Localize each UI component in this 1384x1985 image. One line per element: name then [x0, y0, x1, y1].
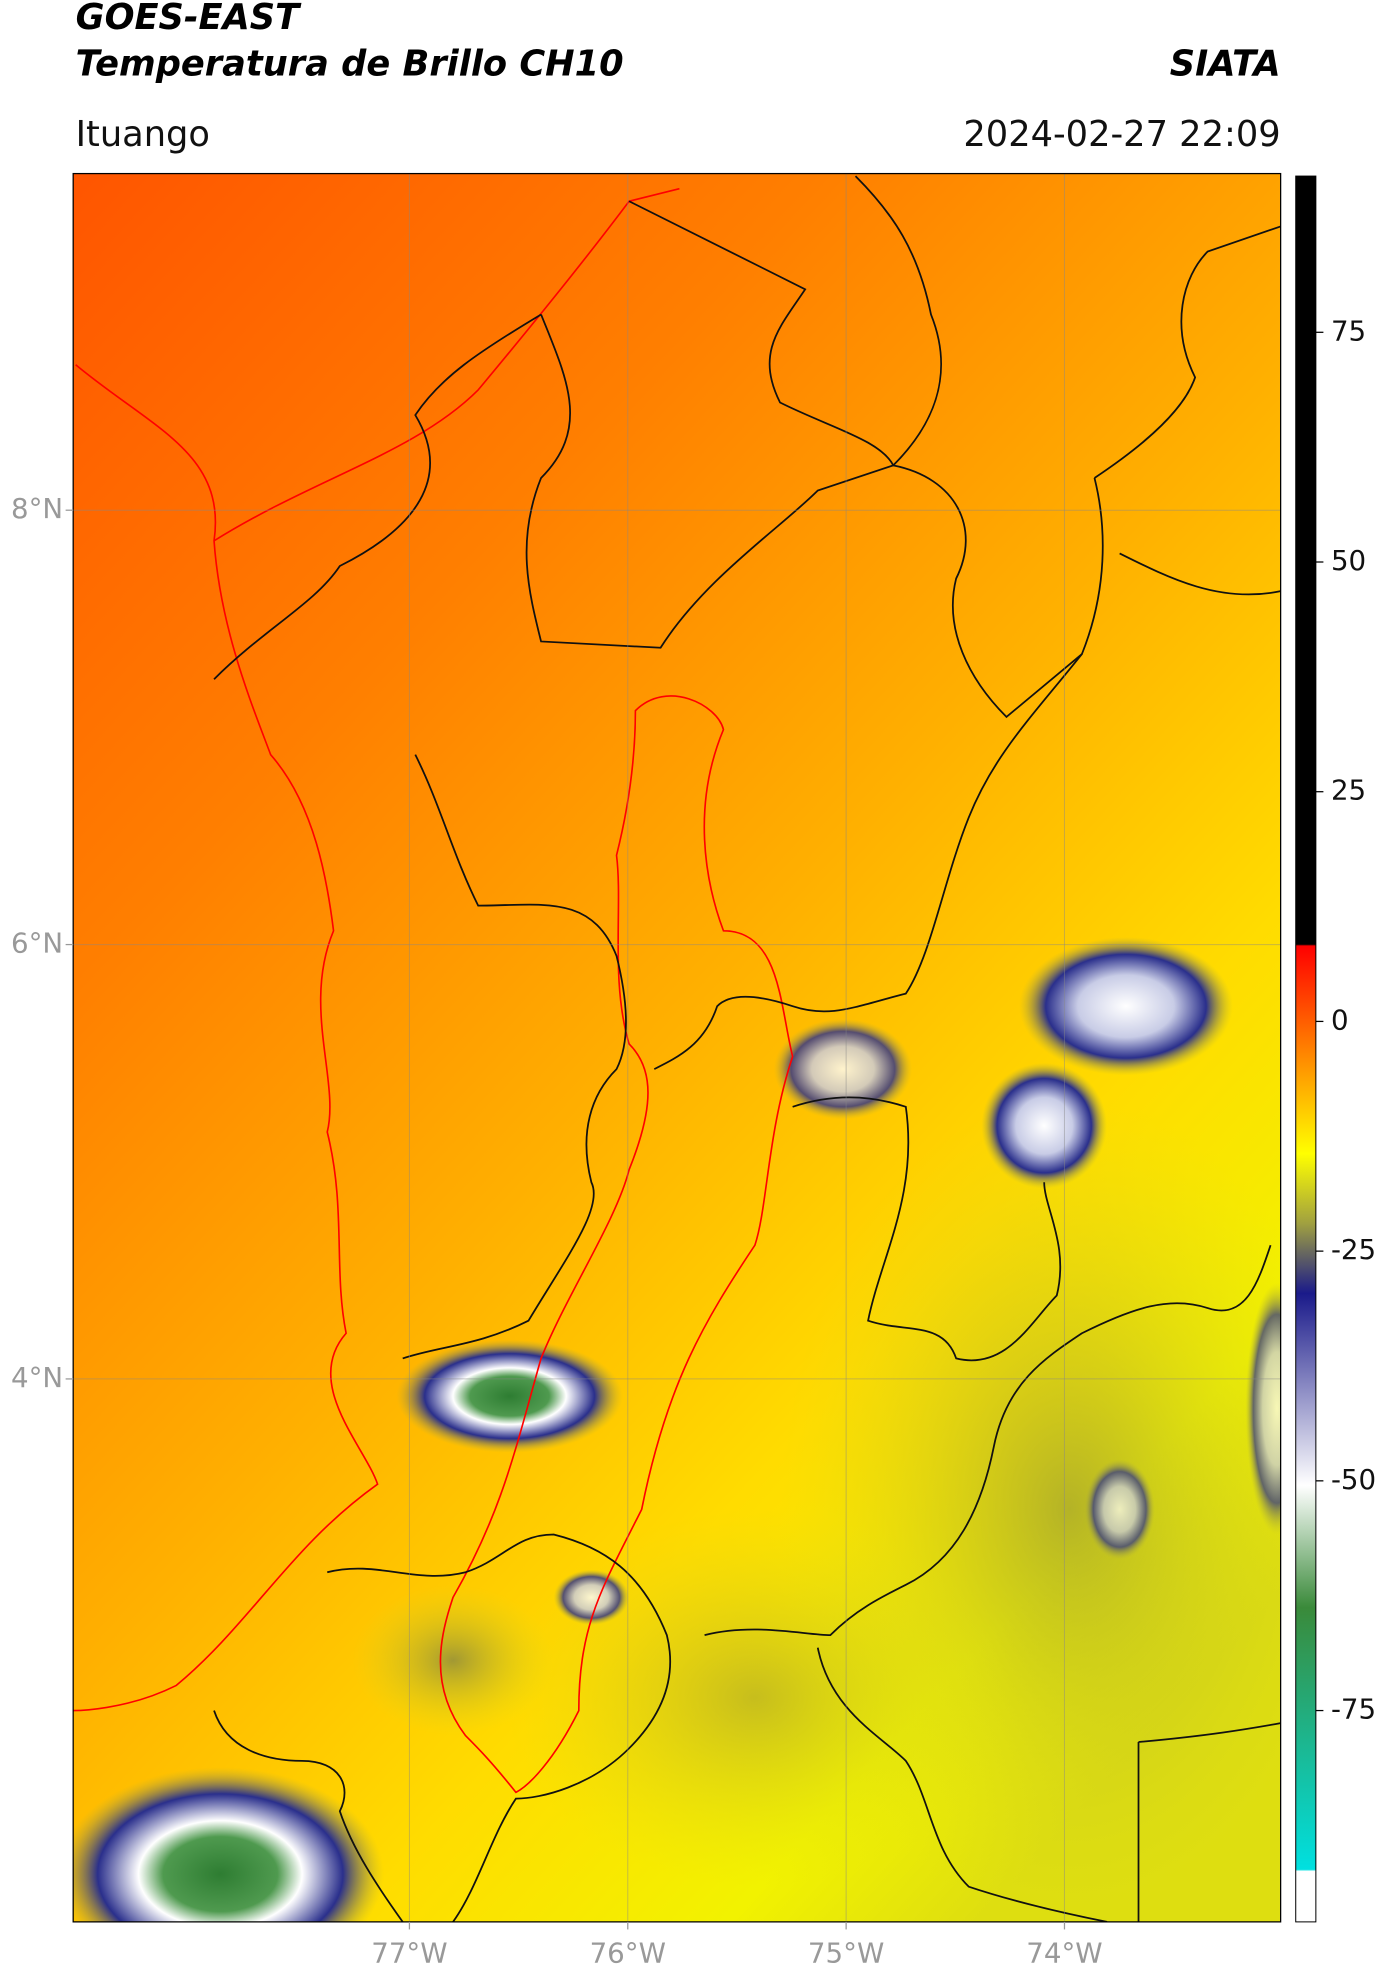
colorbar-label: -25 — [1331, 1233, 1376, 1266]
x-tick-label: 75°W — [808, 1937, 884, 1970]
overlay — [73, 173, 1281, 1922]
x-tick-label: 76°W — [590, 1937, 666, 1970]
product: Temperatura de Brillo CH10 — [76, 43, 624, 84]
location: Ituango — [76, 114, 210, 155]
timestamp: 2024-02-27 22:09 — [963, 114, 1280, 155]
satellite: GOES-EAST — [76, 0, 302, 38]
map-image — [73, 173, 1281, 1922]
y-tick-label: 6°N — [11, 927, 63, 960]
x-tick-label: 74°W — [1026, 1937, 1102, 1970]
source: SIATA — [1170, 43, 1281, 84]
colorbar-label: 75 — [1331, 314, 1366, 347]
colorbar-label: -75 — [1331, 1693, 1376, 1726]
colorbar-label: 0 — [1331, 1003, 1349, 1036]
y-tick-label: 8°N — [11, 492, 63, 525]
colorbar-label: 50 — [1331, 544, 1366, 577]
map-frame — [72, 172, 1282, 1923]
y-tick-label: 4°N — [11, 1361, 63, 1394]
x-tick-label: 77°W — [371, 1937, 447, 1970]
colorbar-label: 25 — [1331, 774, 1366, 807]
colorbar-label: -50 — [1331, 1463, 1376, 1496]
colorbar — [1295, 175, 1317, 1923]
